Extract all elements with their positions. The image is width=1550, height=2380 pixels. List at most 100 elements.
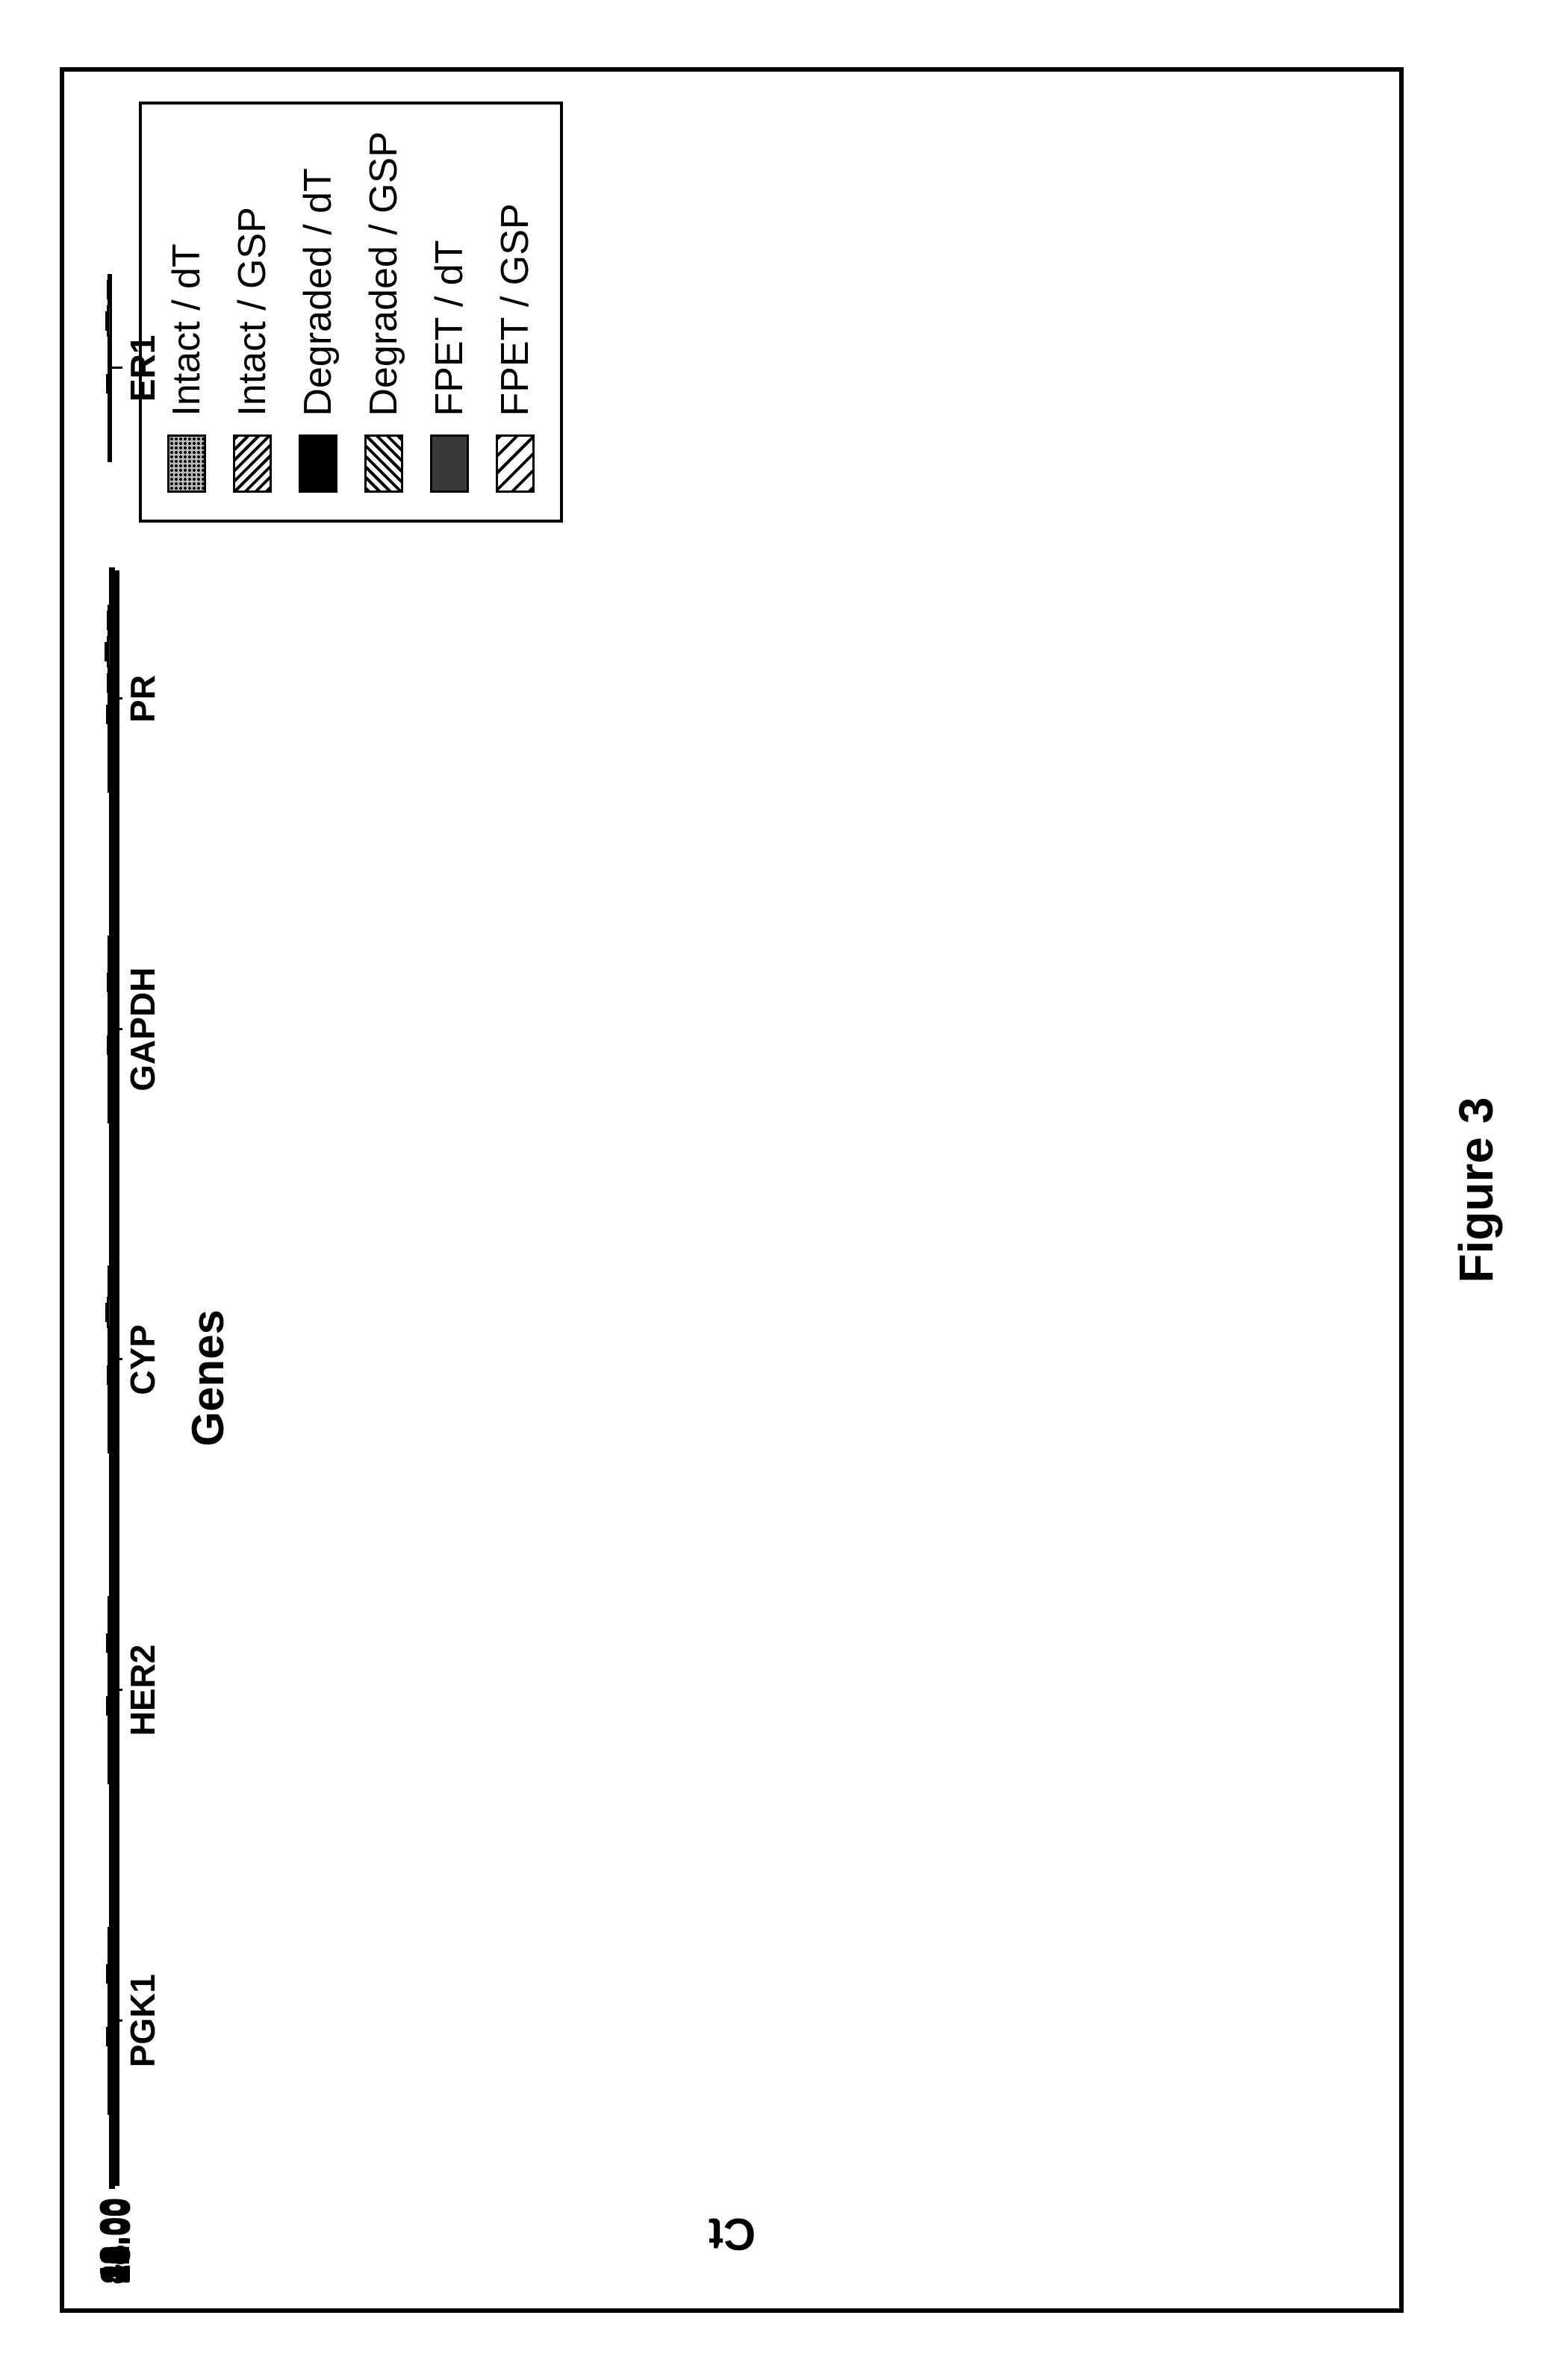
bar [108, 1659, 112, 1690]
x-tick-label: PGK1 [122, 1974, 163, 2067]
legend-label: FPET / dT [427, 240, 472, 417]
legend-label: Intact / dT [164, 243, 209, 416]
error-cap [109, 2090, 111, 2109]
error-cap [106, 1964, 108, 1984]
bar [108, 935, 112, 967]
y-axis-label: Ct [708, 2208, 755, 2260]
legend-label: Degraded / dT [296, 168, 340, 416]
y-axis-label-wrap: Ct [109, 2189, 1354, 2278]
legend-swatch [364, 434, 403, 493]
error-cap [106, 2027, 108, 2046]
x-tick-mark [112, 697, 122, 700]
bar [108, 1422, 112, 1454]
legend-item: Intact / GSP [230, 131, 275, 493]
error-cap [109, 2058, 111, 2078]
error-cap [105, 1303, 108, 1322]
x-tick-label: HER2 [122, 1645, 163, 1736]
error-cap [108, 767, 110, 787]
error-cap [108, 1665, 111, 1684]
bar [108, 337, 112, 368]
error-cap [108, 1334, 110, 1353]
legend-swatch [299, 434, 337, 493]
bar [108, 1722, 112, 1753]
bar [108, 1391, 112, 1422]
bar [108, 605, 112, 636]
error-cap [107, 673, 109, 693]
error-cap [107, 1365, 109, 1385]
x-tick-mark [112, 1689, 122, 1691]
bar [108, 2052, 112, 2084]
legend-swatch [167, 434, 206, 493]
error-cap [108, 1035, 110, 1055]
bar [108, 1927, 112, 1958]
error-cap [110, 941, 112, 961]
plot-area: 18.0020.0022.0024.0026.0028.0030.0032.00… [109, 567, 115, 2189]
x-tick-label: PR [122, 675, 163, 723]
legend: Intact / dT Intact / GSP Degraded / dT Degr… [139, 102, 563, 523]
bar [108, 667, 112, 699]
legend-item: Degraded / dT [296, 131, 340, 493]
bar [108, 1328, 112, 1359]
legend-item: Degraded / GSP [361, 131, 406, 493]
bar [108, 1958, 112, 1990]
bar [108, 2021, 112, 2052]
error-cap [107, 611, 109, 630]
error-cap [108, 736, 111, 756]
error-cap [109, 1996, 111, 2015]
bar [108, 1753, 112, 1784]
bar [108, 1690, 112, 1722]
bar [108, 1596, 112, 1627]
bar-group [107, 534, 112, 865]
error-cap [108, 1271, 110, 1291]
error-cap [110, 1098, 112, 1118]
bar [108, 1061, 112, 1092]
error-cap [108, 1428, 111, 1448]
figure-frame: Ct 18.0020.0022.0024.0026.0028.0030.0032… [60, 67, 1404, 2313]
y-tick-label: 42.00 [92, 2186, 132, 2284]
bar [108, 368, 112, 399]
legend-item: FPET / dT [427, 131, 472, 493]
x-tick-label: CYP [122, 1324, 163, 1395]
legend-label: Intact / GSP [230, 207, 275, 416]
bar [108, 2084, 112, 2115]
legend-swatch [496, 434, 535, 493]
error-cap [108, 280, 110, 299]
error-cap [105, 642, 108, 661]
legend-swatch [233, 434, 272, 493]
figure-caption: Figure 3 [1448, 67, 1504, 2313]
x-tick-mark [112, 1028, 122, 1030]
bar [108, 1627, 112, 1659]
bar [108, 761, 112, 793]
x-tick-label: ER1 [122, 335, 163, 402]
bar [108, 1029, 112, 1061]
x-tick-label: GAPDH [122, 968, 163, 1091]
bar [108, 967, 112, 998]
x-tick-mark [112, 367, 122, 369]
error-cap [106, 1633, 108, 1653]
bar [108, 1990, 112, 2021]
bar [108, 1092, 112, 1124]
error-cap [105, 311, 108, 331]
bar-group [107, 1194, 112, 1525]
error-cap [107, 374, 109, 393]
error-cap [108, 343, 110, 362]
legend-label: FPET / GSP [493, 203, 538, 416]
bar [108, 699, 112, 730]
error-cap [108, 1933, 111, 1952]
bar [108, 274, 112, 305]
bar-group [107, 203, 112, 534]
legend-swatch [430, 434, 469, 493]
error-cap [106, 1696, 108, 1716]
error-cap [109, 437, 111, 456]
bar [108, 730, 112, 761]
error-cap [108, 1602, 111, 1622]
error-cap [108, 1397, 111, 1416]
bar [108, 1359, 112, 1391]
gridline [113, 570, 115, 2186]
bar [107, 305, 112, 337]
x-tick-mark [112, 2019, 122, 2022]
bar [108, 998, 112, 1029]
bar [108, 399, 112, 431]
error-cap [108, 973, 110, 992]
bar [107, 1297, 112, 1328]
